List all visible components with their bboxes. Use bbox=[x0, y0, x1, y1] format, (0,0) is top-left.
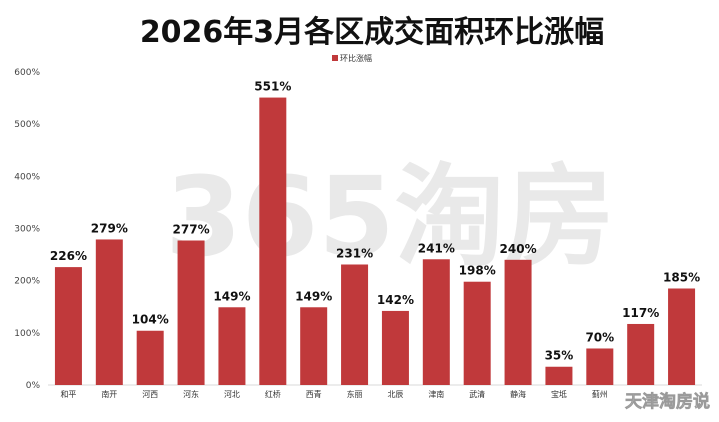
x-tick-label: 红桥 bbox=[265, 389, 281, 399]
value-label: 279% bbox=[91, 221, 128, 235]
bar bbox=[586, 348, 614, 385]
bar bbox=[341, 264, 369, 385]
y-axis: 0% 100% 200% 300% 400% 500% 600% bbox=[14, 68, 40, 391]
value-label: 149% bbox=[295, 289, 332, 303]
category-labels: 和平 南开 河西 河东 河北 红桥 西青 东丽 北辰 津南 武清 静海 宝坻 蓟州 bbox=[60, 389, 607, 399]
x-tick-label: 宝坻 bbox=[551, 389, 567, 399]
value-label: 231% bbox=[336, 246, 373, 260]
value-label: 185% bbox=[663, 270, 700, 284]
bar bbox=[627, 323, 655, 385]
x-tick-label: 东丽 bbox=[347, 389, 363, 399]
bar bbox=[54, 267, 82, 385]
y-tick-label: 400% bbox=[14, 172, 40, 182]
value-label: 142% bbox=[377, 293, 414, 307]
bar bbox=[300, 307, 328, 385]
y-tick-label: 100% bbox=[14, 329, 40, 339]
bar bbox=[668, 288, 696, 385]
bar bbox=[136, 330, 164, 385]
bars bbox=[54, 97, 696, 385]
x-tick-label: 静海 bbox=[510, 389, 526, 399]
value-label: 198% bbox=[459, 264, 496, 278]
bar bbox=[504, 259, 532, 385]
chart-title: 2026年3月各区成交面积环比涨幅 bbox=[140, 15, 604, 50]
x-tick-label: 西青 bbox=[306, 389, 322, 399]
x-tick-label: 津南 bbox=[428, 389, 444, 399]
y-tick-label: 0% bbox=[26, 381, 41, 391]
x-tick-label: 武清 bbox=[469, 389, 485, 399]
y-tick-label: 200% bbox=[14, 277, 40, 287]
bar bbox=[545, 366, 573, 385]
value-label: 104% bbox=[132, 313, 169, 327]
value-label: 117% bbox=[622, 306, 659, 320]
bar bbox=[95, 239, 123, 385]
value-label: 35% bbox=[545, 349, 574, 363]
value-label: 149% bbox=[213, 289, 250, 303]
bar bbox=[177, 240, 205, 385]
value-label: 277% bbox=[173, 222, 210, 236]
x-tick-label: 南开 bbox=[101, 389, 117, 399]
y-tick-label: 500% bbox=[14, 120, 40, 130]
x-tick-label: 蓟州 bbox=[592, 389, 608, 399]
x-tick-label: 河东 bbox=[183, 389, 199, 399]
legend: 环比涨幅 bbox=[332, 53, 372, 63]
y-tick-label: 600% bbox=[14, 68, 40, 78]
x-tick-label: 和平 bbox=[60, 390, 76, 399]
bar bbox=[422, 259, 450, 385]
x-tick-label: 河北 bbox=[224, 389, 240, 399]
legend-swatch bbox=[332, 55, 338, 61]
value-labels: 226% 279% 104% 277% 149% 551% 149% 231% 142% 241%… bbox=[50, 80, 700, 363]
legend-label: 环比涨幅 bbox=[340, 53, 372, 63]
bar bbox=[218, 307, 246, 385]
bar bbox=[381, 310, 409, 385]
x-tick-label: 河西 bbox=[142, 389, 158, 399]
y-tick-label: 300% bbox=[14, 225, 40, 235]
value-label: 551% bbox=[254, 80, 291, 94]
value-label: 240% bbox=[500, 242, 537, 256]
value-label: 70% bbox=[585, 330, 614, 344]
bar bbox=[259, 97, 287, 385]
value-label: 226% bbox=[50, 249, 87, 263]
value-label: 241% bbox=[418, 241, 455, 255]
bar bbox=[463, 281, 491, 385]
watermark-center: 365淘房 bbox=[165, 153, 615, 281]
x-tick-label: 北辰 bbox=[387, 390, 403, 399]
watermark-corner: 天津淘房说 bbox=[625, 391, 710, 412]
